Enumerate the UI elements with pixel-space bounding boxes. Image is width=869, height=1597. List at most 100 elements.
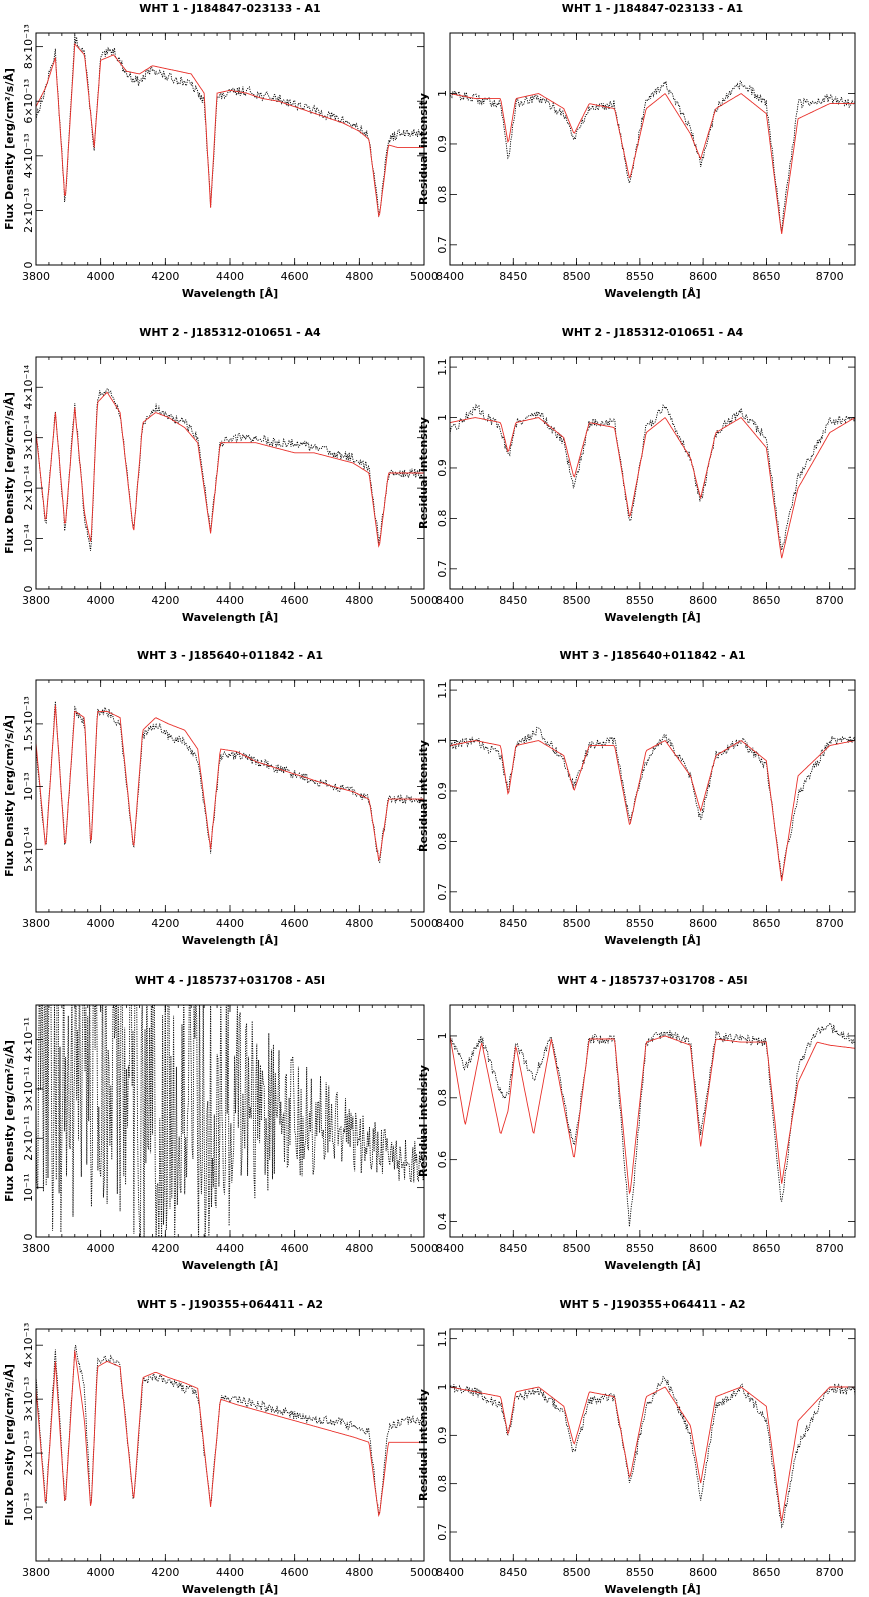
plot-frame — [449, 32, 856, 266]
x-tick-label: 3800 — [22, 1566, 50, 1579]
observed-spectrum — [36, 34, 424, 217]
y-tick-label: 10⁻¹¹ — [22, 1173, 35, 1202]
y-tick-label: 2×10⁻¹³ — [22, 188, 35, 233]
y-tick-label: 0.4 — [436, 1213, 449, 1231]
x-tick-label: 8450 — [499, 1242, 527, 1255]
x-tick-label: 8550 — [626, 270, 654, 283]
plot-area — [36, 388, 424, 551]
x-tick-label: 4000 — [87, 270, 115, 283]
panel-title: WHT 5 - J190355+064411 - A2 — [559, 1298, 745, 1311]
x-axis-label: Wavelength [Å] — [182, 1259, 278, 1272]
y-tick-label: 0.7 — [436, 236, 449, 254]
plot-area — [450, 80, 855, 234]
x-tick-label: 8700 — [816, 594, 844, 607]
x-tick-label: 8700 — [816, 270, 844, 283]
x-tick-label: 8600 — [689, 917, 717, 930]
x-axis-label: Wavelength [Å] — [604, 934, 700, 947]
x-tick-label: 4800 — [345, 270, 373, 283]
x-tick-label: 8400 — [436, 270, 464, 283]
y-tick-label: 0 — [22, 586, 35, 593]
panel-title: WHT 3 - J185640+011842 - A1 — [137, 649, 323, 662]
x-tick-label: 5000 — [410, 1242, 438, 1255]
x-tick-label: 4200 — [151, 1566, 179, 1579]
x-tick-label: 4600 — [281, 594, 309, 607]
x-tick-label: 8600 — [689, 270, 717, 283]
y-tick-label: 2×10⁻¹³ — [22, 1431, 35, 1476]
y-axis-label: Residual intensity — [417, 740, 430, 852]
x-tick-label: 4400 — [216, 270, 244, 283]
model-spectrum — [36, 705, 424, 862]
x-tick-label: 8550 — [626, 1242, 654, 1255]
y-tick-label: 0 — [22, 262, 35, 269]
y-tick-label: 5×10⁻¹⁴ — [22, 826, 35, 871]
y-tick-label: 6×10⁻¹³ — [22, 79, 35, 124]
x-tick-label: 8500 — [563, 1566, 591, 1579]
x-tick-label: 8450 — [499, 270, 527, 283]
x-tick-label: 4600 — [281, 1242, 309, 1255]
y-tick-label: 10⁻¹³ — [22, 1493, 35, 1522]
x-tick-label: 8450 — [499, 594, 527, 607]
x-axis-label: Wavelength [Å] — [182, 934, 278, 947]
x-axis-label: Wavelength [Å] — [604, 611, 700, 624]
model-spectrum — [450, 416, 855, 559]
x-tick-label: 8600 — [689, 594, 717, 607]
x-tick-label: 8700 — [816, 917, 844, 930]
x-tick-label: 8400 — [436, 1242, 464, 1255]
x-tick-label: 8550 — [626, 594, 654, 607]
y-axis-label: Flux Density [erg/cm²/s/Å] — [3, 1364, 16, 1526]
x-tick-label: 8450 — [499, 1566, 527, 1579]
observed-spectrum — [450, 80, 855, 232]
y-tick-label: 0.9 — [436, 135, 449, 153]
x-tick-label: 8500 — [563, 917, 591, 930]
y-tick-label: 2×10⁻¹¹ — [22, 1116, 35, 1161]
x-axis-label: Wavelength [Å] — [182, 287, 278, 300]
observed-spectrum — [450, 403, 855, 551]
y-tick-label: 0.7 — [436, 1523, 449, 1541]
observed-spectrum — [36, 1344, 424, 1515]
panel-title: WHT 4 - J185737+031708 - A5I — [135, 974, 325, 987]
panel-p4r: WHT 4 - J185737+031708 - A5I 8400 8450 8500… — [417, 974, 856, 1272]
observed-spectrum — [450, 1022, 855, 1227]
plot-frame — [35, 1004, 425, 1238]
x-tick-label: 3800 — [22, 594, 50, 607]
plot-frame — [449, 679, 856, 913]
y-tick-label: 10⁻¹⁴ — [22, 524, 35, 553]
x-tick-label: 4800 — [345, 1242, 373, 1255]
y-tick-label: 0 — [22, 1234, 35, 1241]
y-tick-label: 1.1 — [436, 1330, 449, 1348]
observed-spectrum — [36, 388, 424, 551]
y-axis-label: Residual intensity — [417, 93, 430, 205]
y-tick-label: 4×10⁻¹³ — [22, 1323, 35, 1368]
y-axis-label: Residual intensity — [417, 417, 430, 529]
x-tick-label: 8650 — [752, 1566, 780, 1579]
x-tick-label: 4400 — [216, 1566, 244, 1579]
y-axis-label: Flux Density [erg/cm²/s/Å] — [3, 715, 16, 877]
y-tick-label: 3×10⁻¹⁴ — [22, 415, 35, 460]
y-tick-label: 4×10⁻¹³ — [22, 133, 35, 178]
x-tick-label: 8500 — [563, 1242, 591, 1255]
panel-title: WHT 2 - J185312-010651 - A4 — [562, 326, 744, 339]
x-tick-label: 4000 — [87, 917, 115, 930]
panel-p4l: WHT 4 - J185737+031708 - A5I 3800 4000 4200… — [3, 974, 438, 1272]
x-tick-label: 8600 — [689, 1242, 717, 1255]
y-tick-label: 1.1 — [436, 358, 449, 376]
y-tick-label: 0.8 — [436, 510, 449, 528]
x-tick-label: 8400 — [436, 1566, 464, 1579]
panel-title: WHT 1 - J184847-023133 - A1 — [139, 2, 320, 15]
panel-p5r: WHT 5 - J190355+064411 - A2 8400 8450 8500 8… — [417, 1298, 856, 1596]
y-tick-label: 0.8 — [436, 1089, 449, 1107]
x-tick-label: 3800 — [22, 1242, 50, 1255]
x-tick-label: 5000 — [410, 917, 438, 930]
x-tick-label: 3800 — [22, 270, 50, 283]
x-tick-label: 4600 — [281, 1566, 309, 1579]
y-tick-label: 0.9 — [436, 782, 449, 800]
y-tick-label: 0.6 — [436, 1151, 449, 1169]
x-tick-label: 4000 — [87, 594, 115, 607]
model-spectrum — [36, 42, 424, 218]
model-spectrum — [450, 1386, 855, 1522]
y-axis-label: Residual intensity — [417, 1389, 430, 1501]
x-tick-label: 4800 — [345, 594, 373, 607]
panel-title: WHT 1 - J184847-023133 - A1 — [562, 2, 743, 15]
x-tick-label: 8650 — [752, 1242, 780, 1255]
